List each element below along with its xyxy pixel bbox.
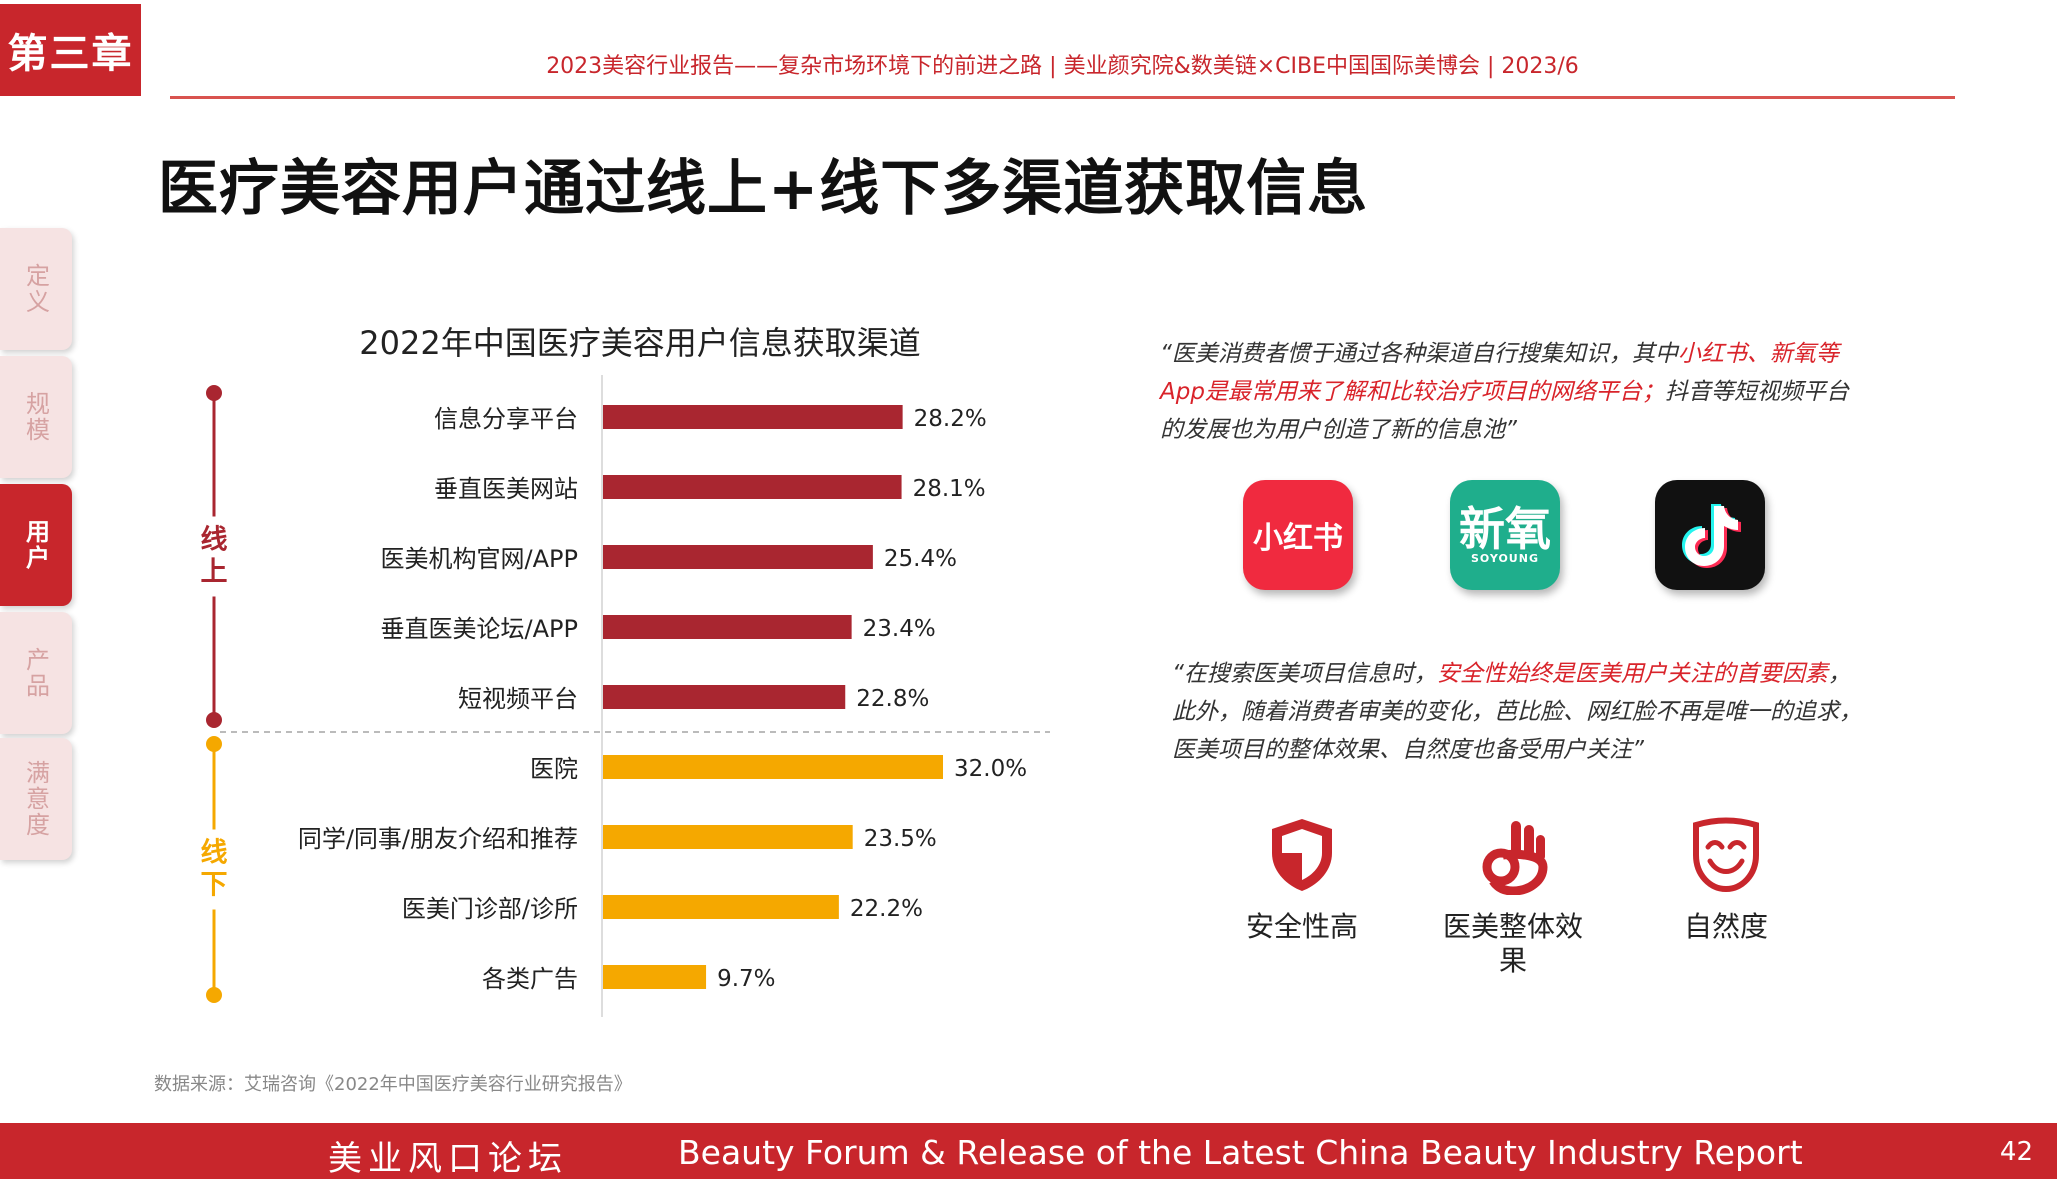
header-meta: 2023美容行业报告——复杂市场环境下的前进之路 | 美业颜究院&数美链×CIB… bbox=[546, 54, 1579, 79]
footer-en-title: Beauty Forum & Release of the Latest Chi… bbox=[678, 1133, 1803, 1172]
group-label: 线 bbox=[201, 525, 228, 556]
bar bbox=[603, 615, 852, 639]
ok-hand-icon bbox=[1482, 821, 1548, 895]
feature-label-naturalness: 自然度 bbox=[1683, 910, 1768, 943]
category-label: 医院 bbox=[530, 755, 578, 783]
footer-bar: 美业风口论坛 Beauty Forum & Release of the Lat… bbox=[0, 1123, 2057, 1179]
bar bbox=[603, 965, 707, 989]
bar bbox=[603, 405, 903, 429]
bar bbox=[603, 475, 902, 499]
bar bbox=[603, 545, 873, 569]
bar bbox=[603, 685, 846, 709]
tiktok-app-icon bbox=[1655, 480, 1765, 590]
quote-info-channels: “医美消费者惯于通过各种渠道自行搜集知识，其中小红书、新氧等App是最常用来了解… bbox=[1160, 335, 1860, 449]
soyoung-app-icon: 新氧 SOYOUNG bbox=[1450, 480, 1560, 590]
soyoung-cn-label: 新氧 bbox=[1459, 502, 1551, 556]
category-label: 信息分享平台 bbox=[434, 405, 578, 433]
value-label: 22.8% bbox=[856, 686, 929, 712]
category-label: 各类广告 bbox=[482, 965, 578, 993]
group-label-bg bbox=[196, 829, 232, 910]
bar-chart: 信息分享平台 28.2% 垂直医美网站 28.1% 医美机构官网/APP 25.4% 垂直医… bbox=[196, 375, 1050, 1017]
value-label: 23.5% bbox=[864, 826, 937, 852]
category-label: 同学/同事/朋友介绍和推荐 bbox=[298, 825, 578, 853]
bar bbox=[603, 825, 853, 849]
group-label-bg bbox=[196, 516, 232, 597]
feature-label-overall-effect: 医美整体效果 bbox=[1442, 910, 1583, 977]
category-label: 医美门诊部/诊所 bbox=[402, 895, 578, 923]
value-label: 28.1% bbox=[913, 476, 986, 502]
feature-label-safety: 安全性高 bbox=[1245, 910, 1358, 943]
quote1-text-end: 抖音等短视频平台的发展也为用户创造了新的信息池” bbox=[1160, 379, 1849, 443]
group-bracket-dot bbox=[206, 385, 222, 401]
side-nav-item-definition[interactable]: 定义 bbox=[0, 228, 72, 350]
value-label: 25.4% bbox=[884, 546, 957, 572]
shield-icon bbox=[1272, 819, 1332, 891]
header-rule bbox=[170, 96, 1955, 99]
value-label: 23.4% bbox=[863, 616, 936, 642]
chart-title: 2022年中国医疗美容用户信息获取渠道 bbox=[359, 324, 921, 362]
value-label: 32.0% bbox=[954, 756, 1027, 782]
quote2-highlight: 安全性始终是医美用户关注的首要因素 bbox=[1436, 661, 1828, 687]
xiaohongshu-app-icon: 小红书 bbox=[1243, 480, 1353, 590]
category-label: 短视频平台 bbox=[458, 685, 578, 713]
group-bracket-dot bbox=[206, 987, 222, 1003]
side-nav-item-satisfaction[interactable]: 满意度 bbox=[0, 738, 72, 860]
value-label: 9.7% bbox=[717, 966, 775, 992]
group-label: 下 bbox=[201, 870, 228, 901]
side-nav-item-products[interactable]: 产品 bbox=[0, 612, 72, 734]
value-label: 22.2% bbox=[850, 896, 923, 922]
data-source: 数据来源：艾瑞咨询《2022年中国医疗美容行业研究报告》 bbox=[154, 1074, 632, 1095]
group-bracket-dot bbox=[206, 736, 222, 752]
value-label: 28.2% bbox=[914, 406, 987, 432]
page-number: 42 bbox=[1999, 1137, 2033, 1167]
group-label: 上 bbox=[201, 557, 228, 588]
quote1-highlight: 小红书、新氧等App是最常用来了解和比较治疗项目的网络平台； bbox=[1160, 341, 1839, 405]
group-label: 线 bbox=[201, 838, 228, 869]
xiaohongshu-label: 小红书 bbox=[1253, 521, 1343, 556]
chapter-tab: 第三章 bbox=[0, 4, 141, 96]
category-label: 医美机构官网/APP bbox=[381, 545, 578, 573]
soyoung-en-label: SOYOUNG bbox=[1471, 552, 1539, 565]
footer-cn-title: 美业风口论坛 bbox=[328, 1139, 568, 1179]
bar bbox=[603, 755, 943, 779]
category-label: 垂直医美论坛/APP bbox=[381, 615, 578, 643]
tiktok-note-icon bbox=[1682, 504, 1741, 568]
category-label: 垂直医美网站 bbox=[434, 475, 578, 503]
smiling-mask-icon bbox=[1693, 817, 1759, 893]
side-nav-item-scale[interactable]: 规模 bbox=[0, 356, 72, 478]
bar bbox=[603, 895, 839, 919]
quote1-text-start: “医美消费者惯于通过各种渠道自行搜集知识，其中 bbox=[1160, 341, 1678, 367]
side-nav-item-users[interactable]: 用户 bbox=[0, 484, 72, 606]
quote-safety: “在搜索医美项目信息时，安全性始终是医美用户关注的首要因素，此外，随着消费者审美… bbox=[1172, 655, 1862, 769]
page-title: 医疗美容用户通过线上+线下多渠道获取信息 bbox=[158, 154, 1369, 224]
quote2-text-start: “在搜索医美项目信息时， bbox=[1172, 661, 1437, 687]
group-bracket-dot bbox=[206, 712, 222, 728]
quote2-text-end: ，此外，随着消费者审美的变化，芭比脸、网红脸不再是唯一的追求，医美项目的整体效果… bbox=[1172, 661, 1862, 763]
